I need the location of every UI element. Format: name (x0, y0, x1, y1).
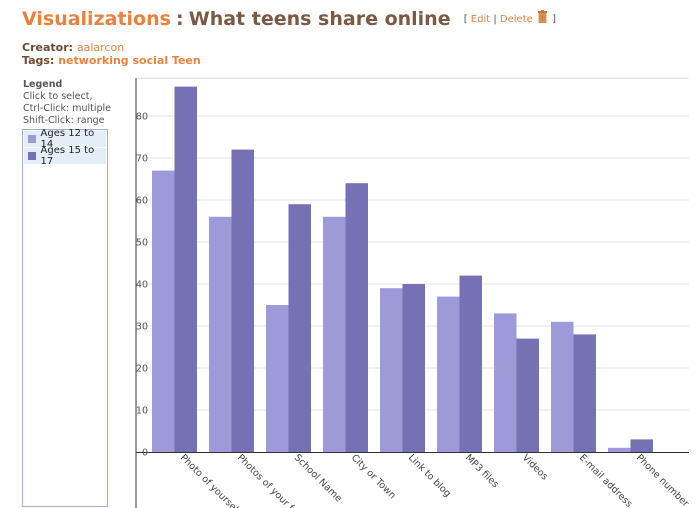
tags-row: Tags: networking social Teen (22, 54, 201, 67)
edit-delete-box: [ Edit | Delete ] (463, 10, 557, 25)
visualizations-link[interactable]: Visualizations (22, 8, 171, 30)
legend-swatch-ages-15-17 (28, 152, 36, 160)
x-tick-label-2: Photos of your f (235, 452, 296, 508)
x-tick-label-6: MP3 files (463, 452, 501, 490)
bar-series-2-cat-9[interactable] (630, 439, 654, 452)
bar-series-1-cat-3[interactable] (266, 305, 289, 452)
title-separator: : (176, 8, 184, 30)
y-tick-label-70: 70 (136, 154, 148, 165)
x-tick-label-9: Phone number (634, 452, 691, 508)
bar-series-1-cat-1[interactable] (152, 170, 175, 452)
legend-item-ages-15-17[interactable]: Ages 15 to 17 (24, 145, 106, 167)
x-tick-label-3: School Name (292, 452, 344, 504)
tags-label: Tags: (22, 54, 55, 67)
page-header: Visualizations : What teens share online… (22, 8, 556, 30)
bar-series-2-cat-3[interactable] (288, 204, 312, 452)
legend-hint-range: Shift-Click: range (23, 115, 105, 126)
creator-label: Creator: (22, 41, 74, 54)
page-title: What teens share online (188, 8, 451, 30)
creator-link[interactable]: aalarcon (76, 41, 125, 54)
legend-hint-select: Click to select, (23, 91, 93, 102)
bar-series-2-cat-5[interactable] (402, 284, 426, 452)
y-tick-label-20: 20 (136, 364, 148, 375)
legend-header: Legend Click to select, Ctrl-Click: mult… (23, 79, 113, 127)
bar-series-1-cat-9[interactable] (608, 447, 631, 452)
y-tick-label-60: 60 (136, 196, 148, 207)
x-tick-label-1: Photo of yourself (178, 452, 243, 508)
y-tick-label-80: 80 (136, 112, 148, 123)
bar-series-1-cat-8[interactable] (551, 321, 574, 452)
x-tick-label-5: Link to blog (406, 452, 453, 499)
y-tick-label-50: 50 (136, 238, 148, 249)
legend-hint-multiple: Ctrl-Click: multiple (23, 103, 111, 114)
delete-link[interactable]: Delete (499, 14, 533, 25)
bar-series-2-cat-7[interactable] (516, 338, 540, 452)
bar-series-1-cat-6[interactable] (437, 296, 460, 452)
y-tick-label-40: 40 (136, 280, 148, 291)
bar-series-2-cat-6[interactable] (459, 275, 483, 452)
bracket-close: ] (552, 14, 557, 25)
bar-series-2-cat-2[interactable] (231, 149, 255, 452)
x-tick-label-8: E-mail address (577, 452, 634, 508)
x-tick-label-7: Videos (520, 452, 550, 482)
bar-series-2-cat-1[interactable] (174, 86, 198, 452)
bar-series-1-cat-4[interactable] (323, 216, 346, 452)
trash-can-icon[interactable] (537, 10, 547, 23)
legend-label-ages-15-17: Ages 15 to 17 (40, 145, 95, 167)
legend-swatch-ages-12-14 (28, 135, 36, 143)
y-tick-label-10: 10 (136, 406, 148, 417)
creator-row: Creator: aalarcon (22, 41, 124, 54)
tags-links[interactable]: networking social Teen (58, 54, 201, 67)
bar-series-1-cat-5[interactable] (380, 288, 403, 452)
legend-item-ages-12-14[interactable]: Ages 12 to 14 (24, 128, 106, 150)
edit-link[interactable]: Edit (470, 14, 491, 25)
y-tick-label-30: 30 (136, 322, 148, 333)
legend-list: Ages 12 to 14 Ages 15 to 17 (22, 128, 108, 507)
bar-series-1-cat-7[interactable] (494, 313, 517, 452)
bar-series-2-cat-4[interactable] (345, 183, 369, 452)
bracket-open: [ (463, 14, 468, 25)
bar-series-2-cat-8[interactable] (573, 334, 597, 452)
x-tick-label-4: City or Town (349, 452, 398, 501)
legend-label-ages-12-14: Ages 12 to 14 (40, 128, 95, 150)
legend-title: Legend (23, 79, 63, 90)
bar-series-1-cat-2[interactable] (209, 216, 232, 452)
link-divider: | (493, 14, 497, 25)
